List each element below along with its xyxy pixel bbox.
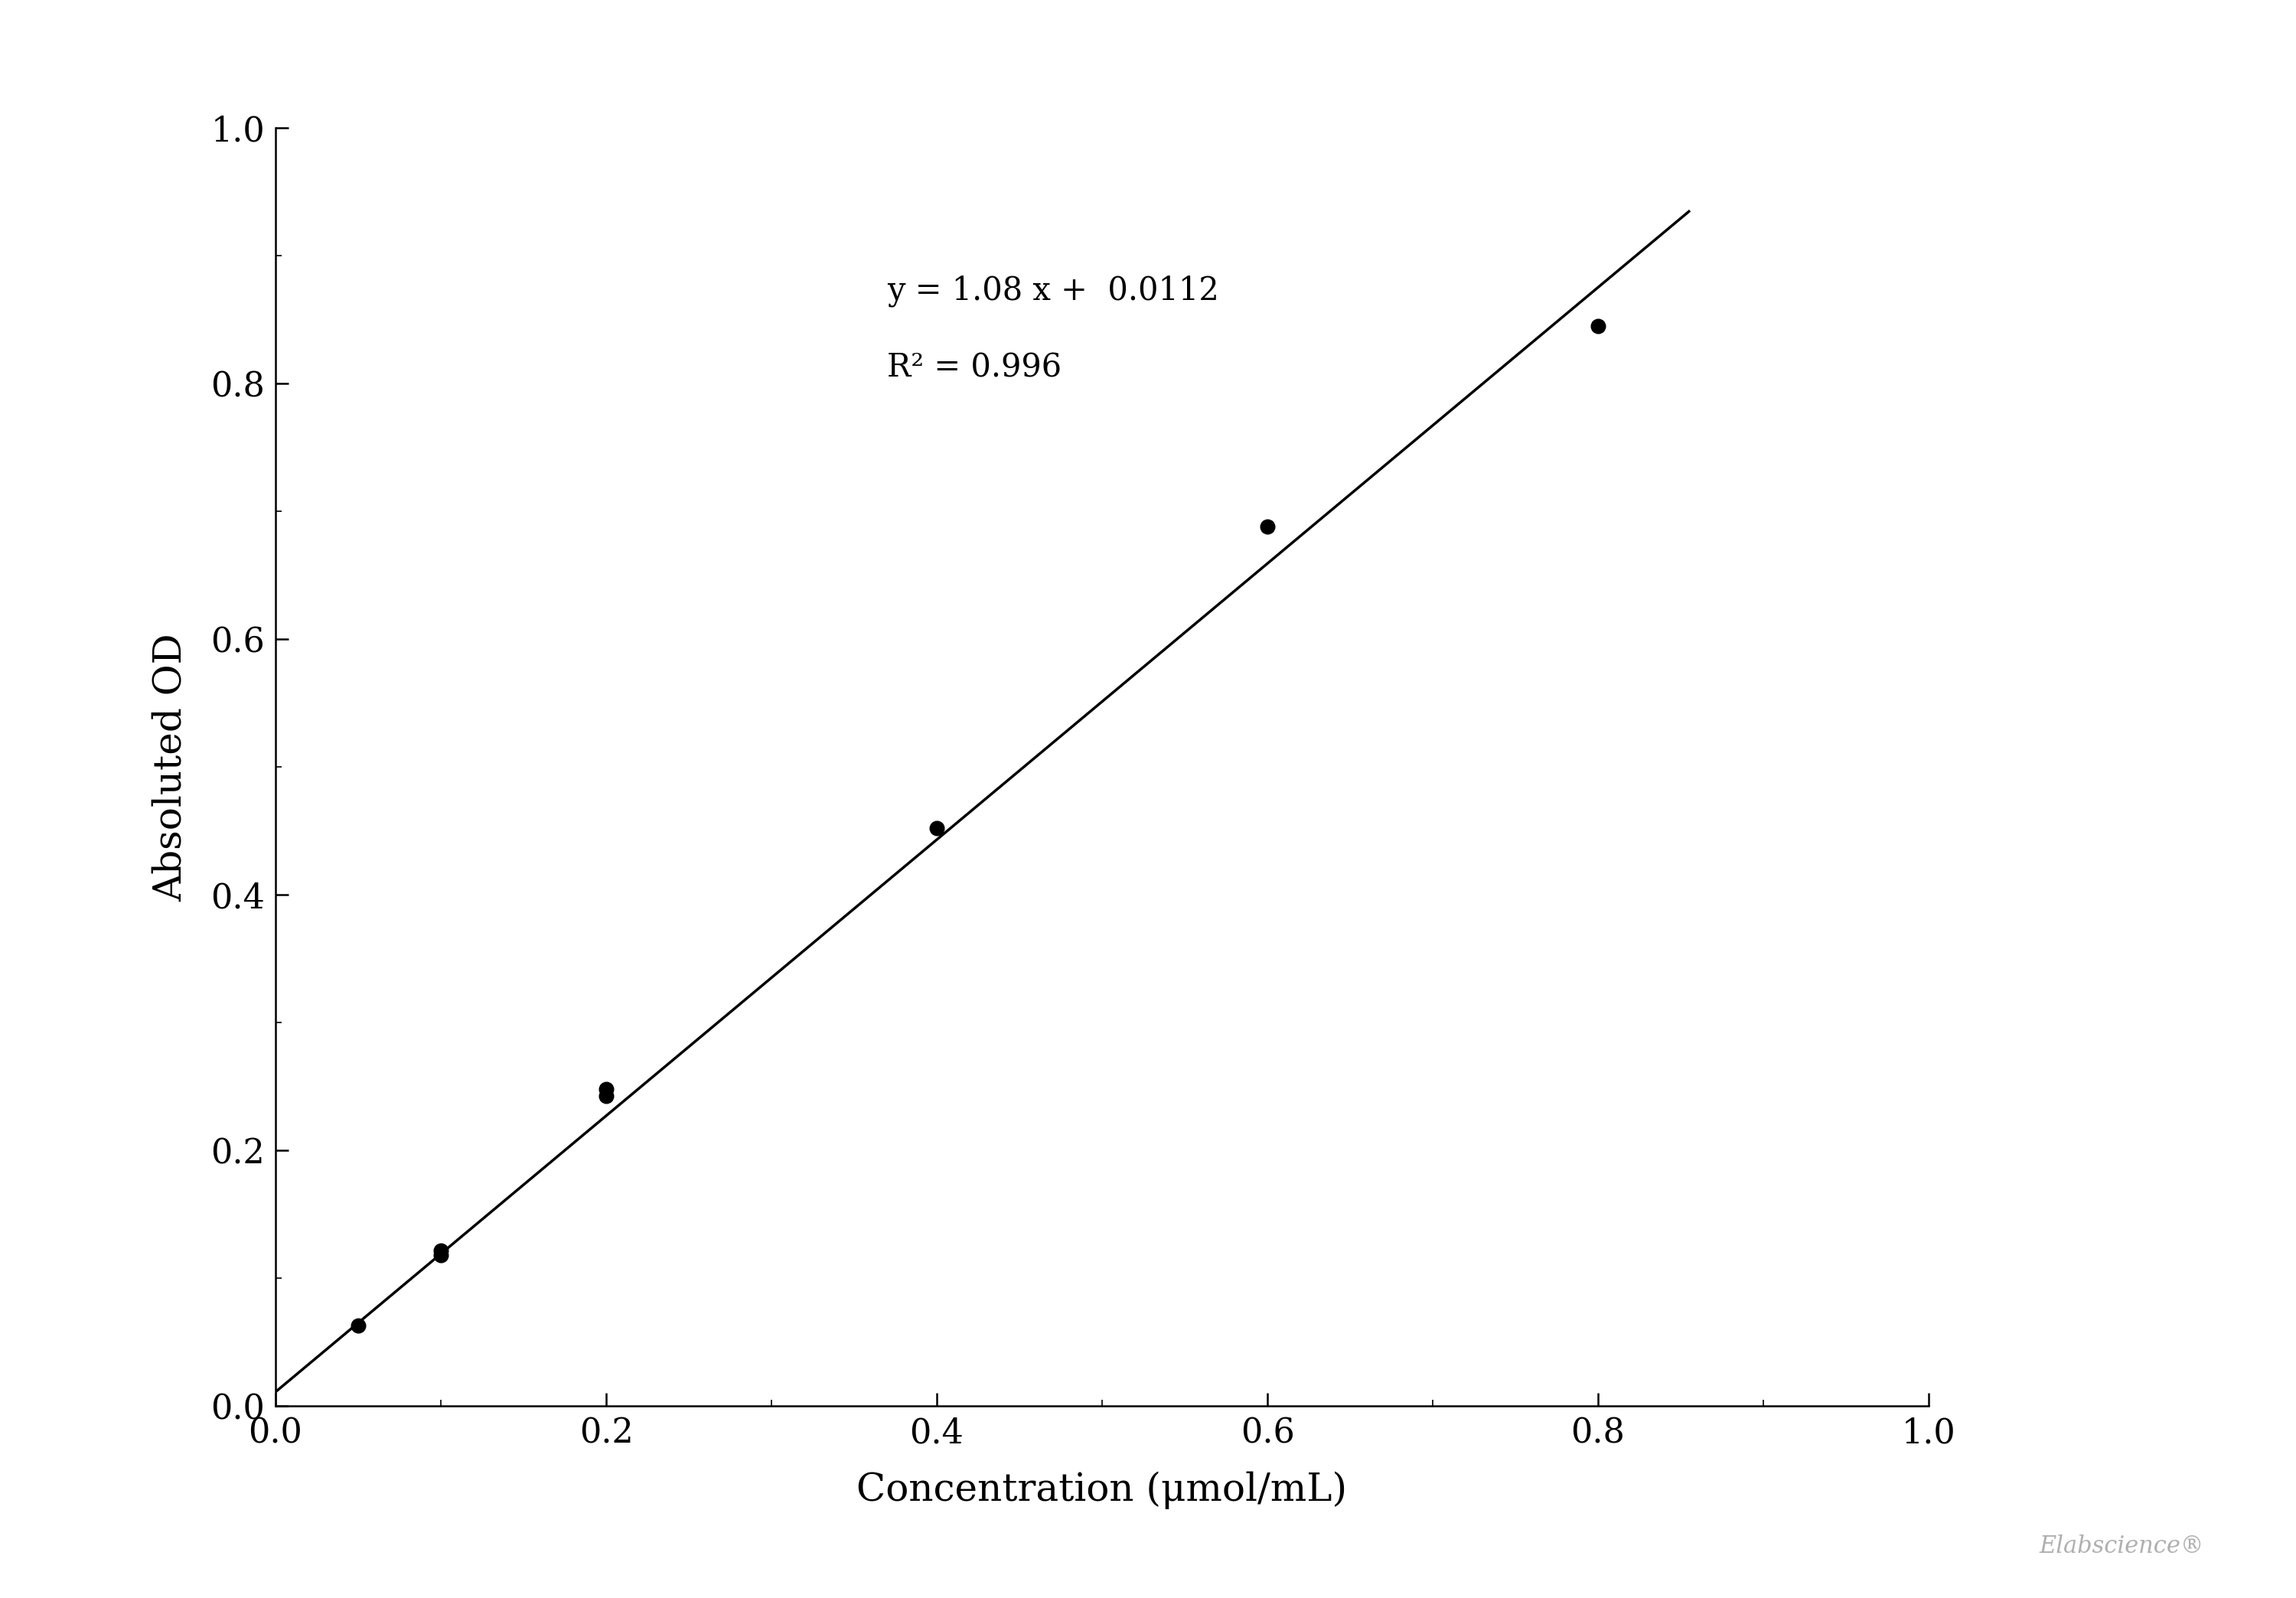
Point [340, 1314, 377, 1339]
Text: R² = 0.996: R² = 0.996 [886, 352, 1061, 384]
Point [1580, 313, 1616, 339]
Y-axis label: Absoluted OD: Absoluted OD [152, 633, 188, 901]
Point [588, 1083, 625, 1109]
Point [918, 815, 955, 841]
Text: Elabscience®: Elabscience® [2039, 1534, 2204, 1558]
Text: y = 1.08 x +  0.0112: y = 1.08 x + 0.0112 [886, 275, 1219, 307]
Point [422, 1243, 459, 1269]
Point [588, 1077, 625, 1103]
Point [422, 1237, 459, 1262]
X-axis label: Concentration (μmol/mL): Concentration (μmol/mL) [856, 1472, 1348, 1509]
Point [1249, 515, 1286, 540]
